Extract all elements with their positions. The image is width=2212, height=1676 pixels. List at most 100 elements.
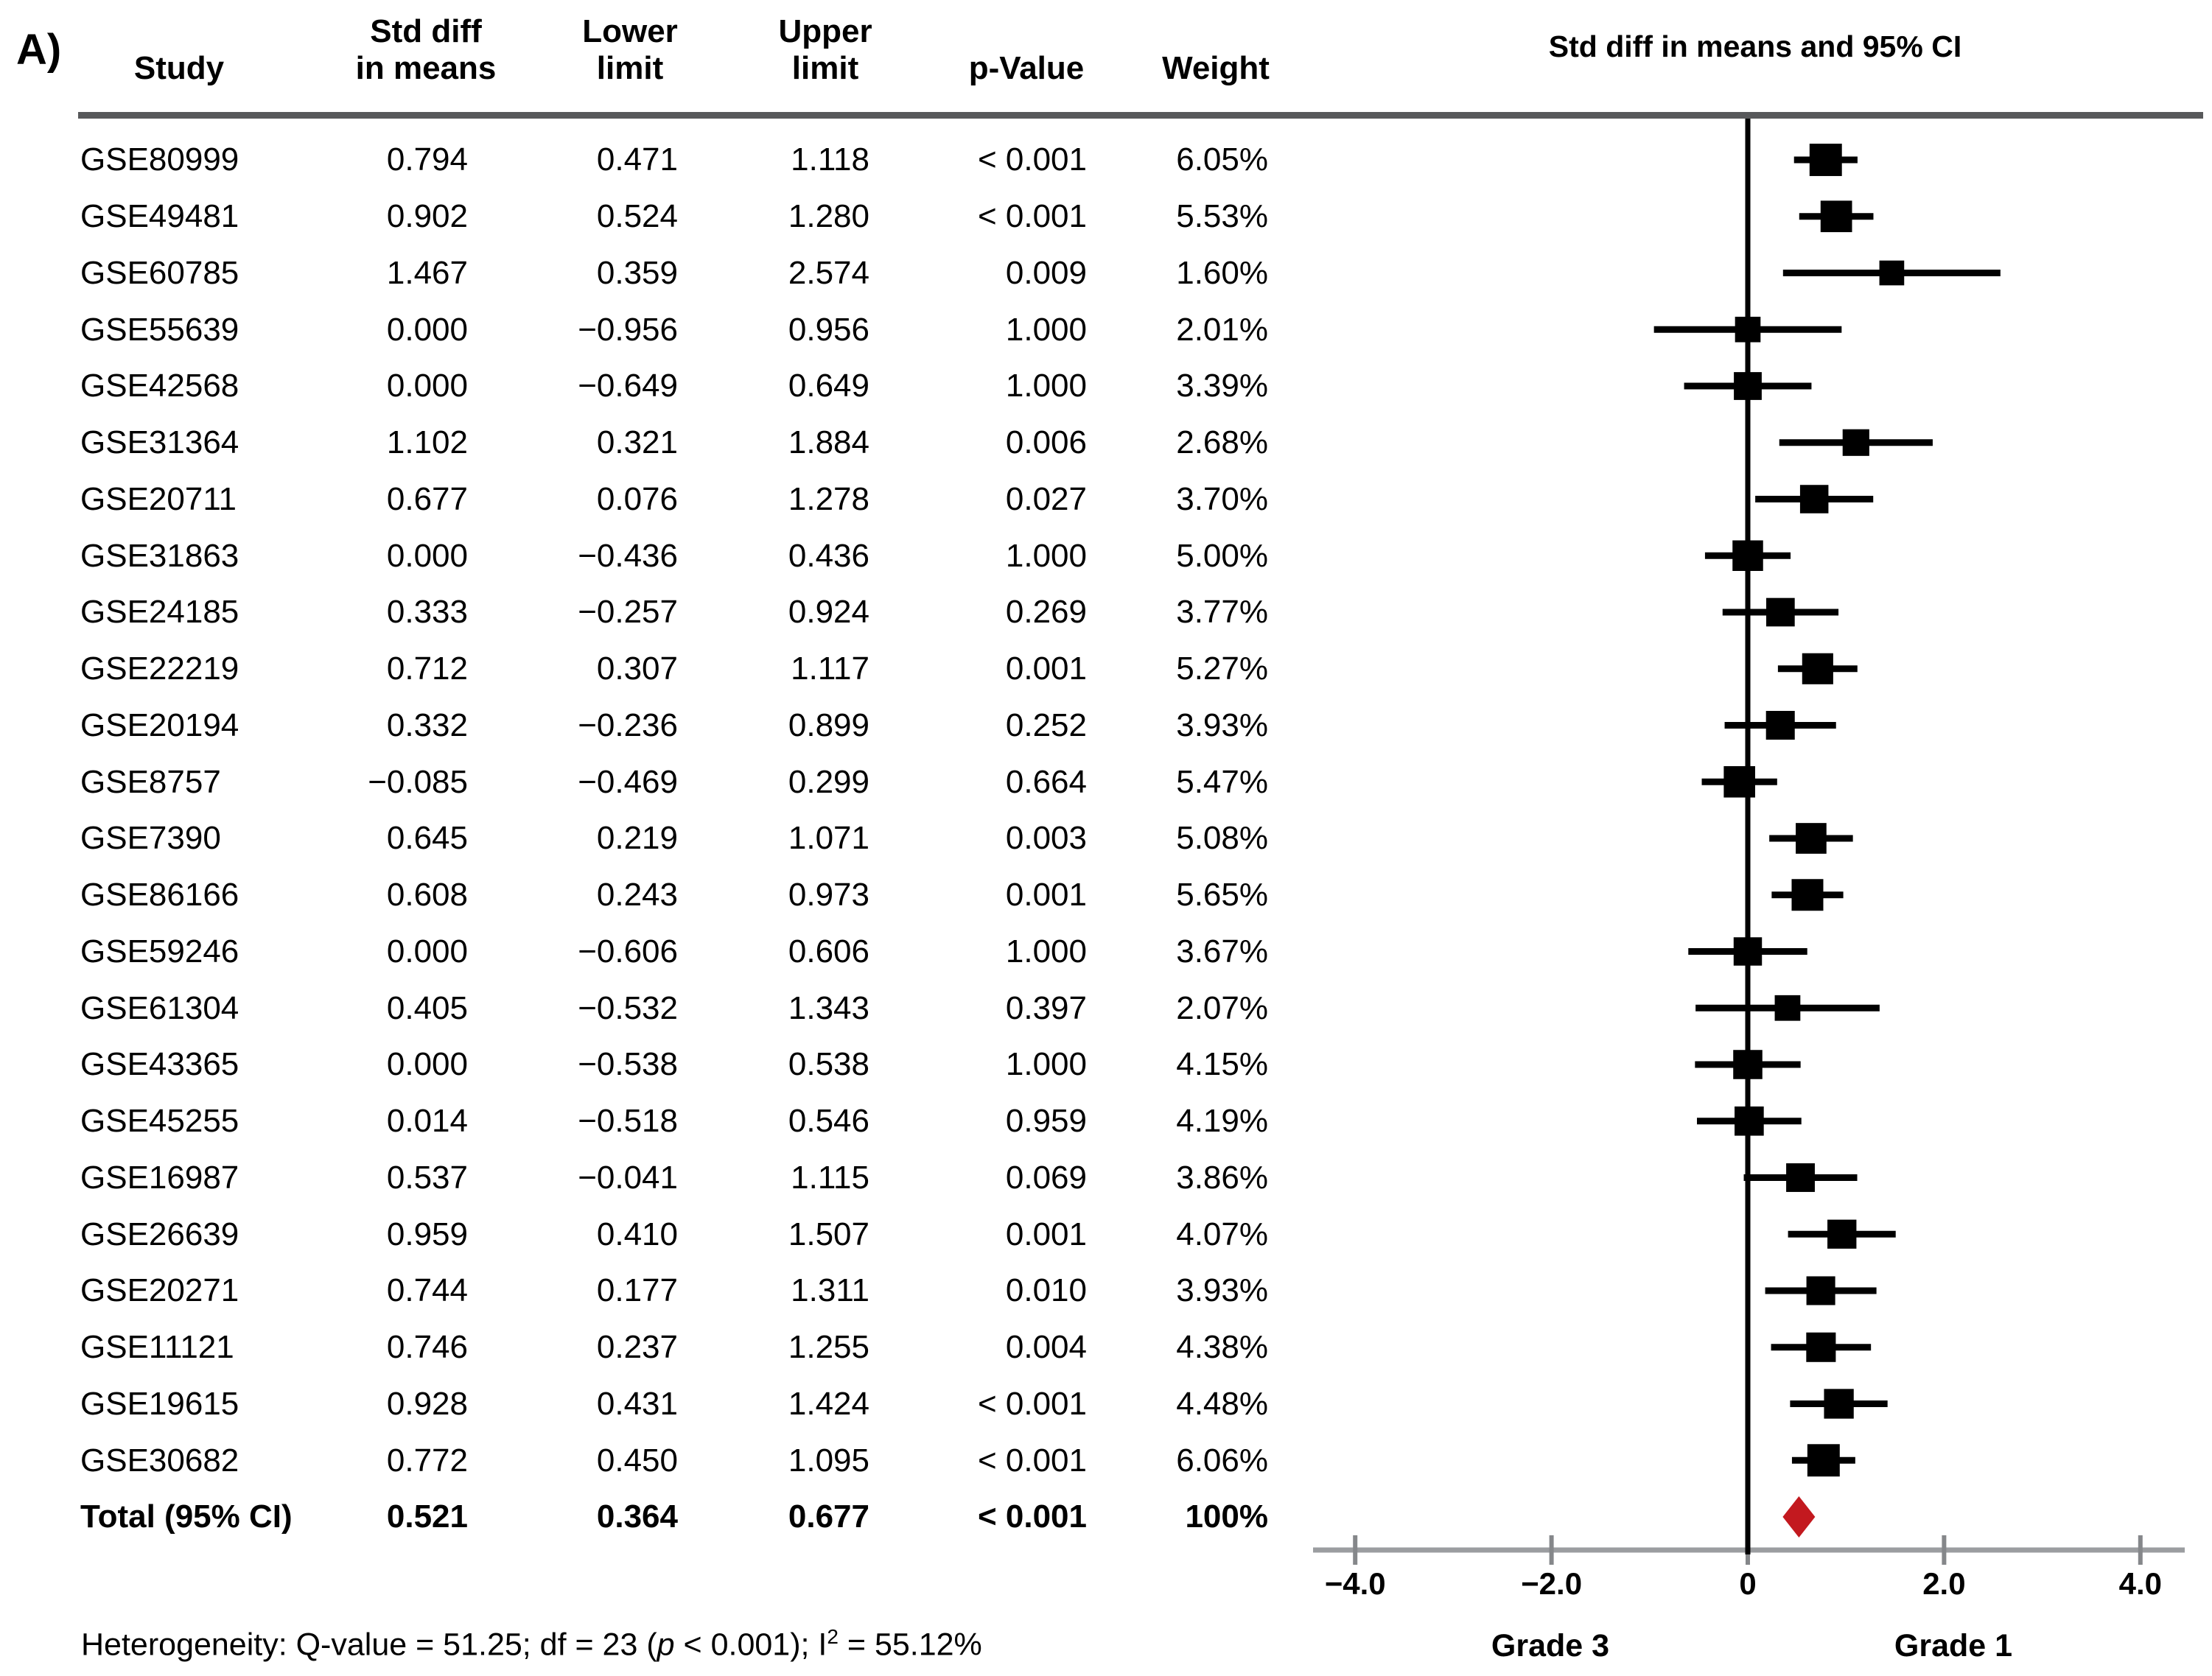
heterogeneity-footnote: Heterogeneity: Q-value = 51.25; df = 23 … [81,1625,982,1663]
lower-limit-value: −0.606 [578,933,678,970]
x-tick-label: −2.0 [1521,1566,1583,1601]
p-value: 0.397 [1005,989,1087,1026]
study-name: GSE86166 [80,877,239,914]
upper-limit-value: 1.424 [788,1385,869,1422]
weight-value: 4.38% [1176,1329,1268,1366]
weight-value: 6.06% [1176,1442,1268,1479]
table-row: GSE61304 0.405 −0.532 1.343 0.397 2.07% [0,980,2212,1037]
lower-limit-value: −0.649 [578,368,678,404]
p-value: 0.009 [1005,254,1087,291]
col-header-lower-line2: limit [596,50,664,86]
p-value: 0.001 [1005,651,1087,687]
study-name: GSE31364 [80,424,239,461]
lower-limit-value: 0.524 [596,198,678,235]
std-diff-value: 0.332 [386,706,468,743]
study-name: GSE59246 [80,933,239,970]
p-value: < 0.001 [977,1385,1087,1422]
table-row: GSE16987 0.537 −0.041 1.115 0.069 3.86% [0,1150,2212,1207]
upper-limit-value: 1.071 [788,820,869,857]
upper-limit-value: 1.115 [791,1159,869,1196]
header-separator-line [78,112,2203,119]
upper-limit-value: 0.677 [788,1498,869,1535]
upper-limit-value: 0.538 [788,1046,869,1083]
right-direction-label: Grade 1 [1894,1628,2013,1663]
table-row: GSE26639 0.959 0.410 1.507 0.001 4.07% [0,1206,2212,1263]
std-diff-value: 0.677 [386,480,468,517]
upper-limit-value: 0.436 [788,537,869,574]
table-row: GSE31364 1.102 0.321 1.884 0.006 2.68% [0,415,2212,471]
study-name: GSE42568 [80,368,239,404]
weight-value: 5.27% [1176,651,1268,687]
col-header-lower-line1: Lower [582,13,678,49]
effect-square [1809,144,1842,176]
lower-limit-value: −0.257 [578,594,678,631]
study-name: GSE20711 [80,480,237,517]
col-header-upper-limit: Upper limit [778,13,872,87]
p-value: 1.000 [1005,368,1087,404]
upper-limit-value: 0.606 [788,933,869,970]
p-value: < 0.001 [977,198,1087,235]
study-name: GSE16987 [80,1159,239,1196]
upper-limit-value: 2.574 [788,254,869,291]
lower-limit-value: −0.518 [578,1103,678,1140]
table-row: GSE20711 0.677 0.076 1.278 0.027 3.70% [0,471,2212,528]
weight-value: 4.07% [1176,1216,1268,1252]
p-value: 0.069 [1005,1159,1087,1196]
p-value: 0.003 [1005,820,1087,857]
col-header-study: Study [133,50,225,86]
effect-square [1842,429,1869,456]
upper-limit-value: 0.649 [788,368,869,404]
std-diff-value: 0.000 [386,368,468,404]
x-tick-label: 2.0 [1922,1566,1966,1601]
table-row: GSE42568 0.000 −0.649 0.649 1.000 3.39% [0,358,2212,415]
std-diff-value: 0.902 [386,198,468,235]
effect-square [1820,200,1852,233]
std-diff-value: 0.744 [386,1272,468,1309]
effect-square [1732,540,1763,571]
std-diff-value: 1.102 [386,424,468,461]
study-name: GSE45255 [80,1103,239,1140]
weight-value: 3.67% [1176,933,1268,970]
std-diff-value: 0.000 [386,537,468,574]
study-name: GSE20271 [80,1272,239,1309]
table-row: GSE20194 0.332 −0.236 0.899 0.252 3.93% [0,698,2212,754]
footnote-i-squared-sup: 2 [827,1625,839,1648]
table-row: GSE59246 0.000 −0.606 0.606 1.000 3.67% [0,924,2212,981]
col-header-upper-line1: Upper [778,13,872,49]
summary-diamond [1782,1496,1816,1537]
std-diff-value: 0.959 [386,1216,468,1252]
p-value: 1.000 [1005,311,1087,348]
effect-square [1733,937,1763,966]
upper-limit-value: 1.095 [788,1442,869,1479]
std-diff-value: 0.000 [386,933,468,970]
col-header-std-diff-line1: Std diff [370,13,482,49]
upper-limit-value: 0.546 [788,1103,869,1140]
lower-limit-value: 0.450 [596,1442,678,1479]
p-value: 0.001 [1005,1216,1087,1252]
x-tick-label: 0 [1739,1566,1757,1601]
lower-limit-value: 0.076 [596,480,678,517]
table-row: GSE24185 0.333 −0.257 0.924 0.269 3.77% [0,584,2212,641]
weight-value: 5.65% [1176,877,1268,914]
p-value: 0.010 [1005,1272,1087,1309]
std-diff-value: −0.085 [368,763,468,800]
lower-limit-value: 0.359 [596,254,678,291]
weight-value: 3.77% [1176,594,1268,631]
lower-limit-value: 0.307 [596,651,678,687]
study-name: GSE26639 [80,1216,239,1252]
study-name: GSE24185 [80,594,239,631]
effect-square [1766,597,1795,627]
lower-limit-value: 0.177 [596,1272,678,1309]
std-diff-value: 0.645 [386,820,468,857]
std-diff-value: 0.000 [386,311,468,348]
study-name: GSE49481 [80,198,239,235]
weight-value: 3.70% [1176,480,1268,517]
std-diff-value: 0.405 [386,989,468,1026]
p-value: < 0.001 [977,141,1087,178]
weight-value: 5.08% [1176,820,1268,857]
weight-value: 2.07% [1176,989,1268,1026]
weight-value: 5.47% [1176,763,1268,800]
upper-limit-value: 1.278 [788,480,869,517]
effect-square [1733,1050,1763,1079]
